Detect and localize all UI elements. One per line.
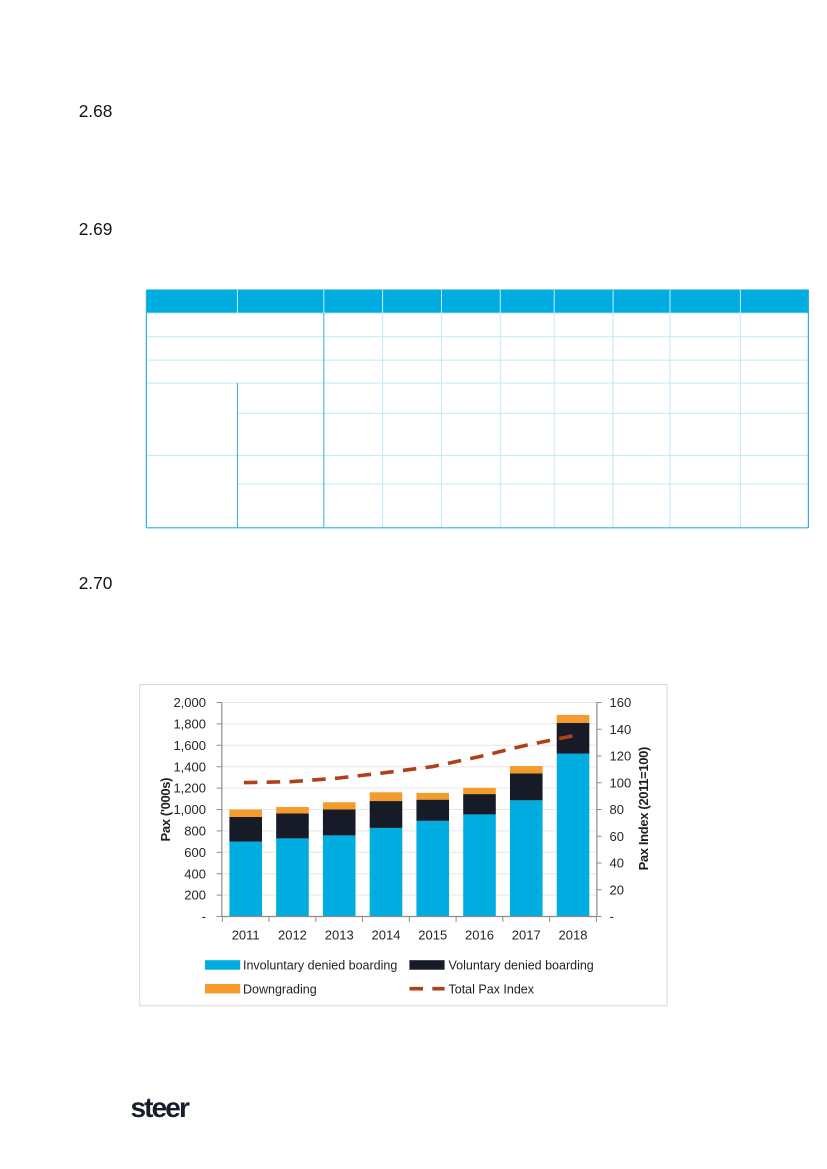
svg-text:Pax ('000s): Pax ('000s) — [158, 778, 173, 842]
svg-text:1,200: 1,200 — [173, 781, 206, 796]
svg-text:2013: 2013 — [325, 927, 354, 942]
svg-text:Voluntary denied boarding: Voluntary denied boarding — [449, 959, 594, 973]
svg-text:120: 120 — [610, 749, 632, 764]
svg-text:Total Pax Index: Total Pax Index — [449, 982, 535, 996]
svg-text:140: 140 — [610, 722, 632, 737]
svg-text:1,600: 1,600 — [173, 738, 206, 753]
svg-text:Involuntary denied boarding: Involuntary denied boarding — [243, 959, 397, 973]
svg-text:20: 20 — [610, 882, 624, 897]
svg-text:2012: 2012 — [278, 927, 307, 942]
svg-text:60: 60 — [610, 829, 624, 844]
svg-text:200: 200 — [184, 888, 206, 903]
svg-text:2017: 2017 — [512, 927, 541, 942]
svg-text:1,400: 1,400 — [173, 759, 206, 774]
svg-text:2014: 2014 — [372, 927, 401, 942]
svg-text:40: 40 — [610, 856, 624, 871]
svg-text:400: 400 — [184, 866, 206, 881]
svg-text:1,000: 1,000 — [173, 802, 206, 817]
svg-text:2015: 2015 — [418, 927, 447, 942]
svg-text:2011: 2011 — [232, 927, 260, 942]
svg-text:Pax Index (2011=100): Pax Index (2011=100) — [636, 747, 651, 870]
svg-text:-: - — [202, 909, 206, 924]
svg-text:600: 600 — [184, 845, 206, 860]
svg-text:160: 160 — [610, 695, 632, 710]
svg-text:80: 80 — [610, 802, 624, 817]
svg-text:100: 100 — [610, 775, 632, 790]
svg-text:2016: 2016 — [465, 927, 494, 942]
svg-text:Downgrading: Downgrading — [243, 982, 317, 996]
svg-text:1,800: 1,800 — [173, 717, 206, 732]
svg-text:2018: 2018 — [559, 927, 588, 942]
svg-text:800: 800 — [184, 824, 206, 839]
svg-text:2,000: 2,000 — [173, 695, 206, 710]
svg-text:-: - — [610, 909, 614, 924]
